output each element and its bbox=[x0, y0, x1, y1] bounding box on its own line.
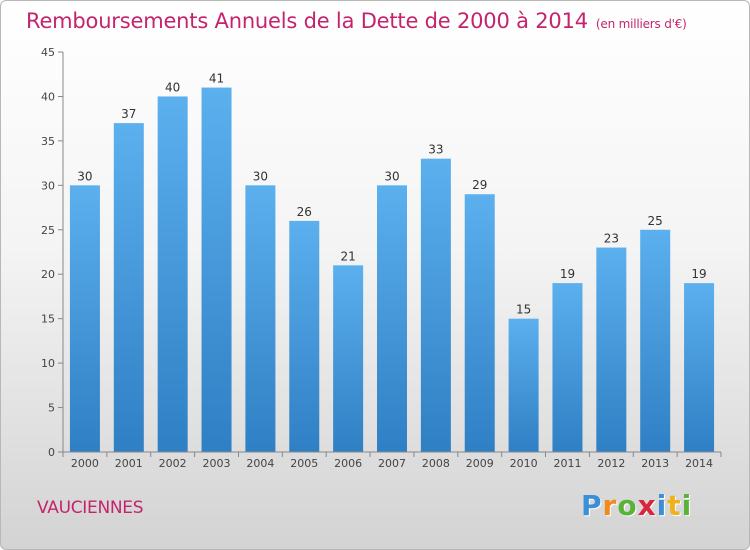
commune-name: VAUCIENNES bbox=[37, 498, 144, 518]
bar-2012 bbox=[596, 247, 627, 452]
bar-2001 bbox=[113, 123, 144, 452]
chart-title: Remboursements Annuels de la Dette de 20… bbox=[26, 9, 687, 33]
bar-2010 bbox=[508, 318, 539, 452]
bar-value-label: 26 bbox=[297, 205, 312, 219]
y-tick-label: 15 bbox=[41, 313, 55, 326]
x-tick-label: 2003 bbox=[203, 457, 231, 470]
bar-2009 bbox=[464, 194, 495, 452]
bar-2000 bbox=[69, 185, 100, 453]
bar-2011 bbox=[552, 283, 583, 452]
bar-value-label: 21 bbox=[340, 249, 355, 263]
x-tick-label: 2010 bbox=[510, 457, 538, 470]
x-tick-label: 2001 bbox=[115, 457, 143, 470]
bars: 30 37 40 41 30 26 21 30 33 29 15 19 23 25 19 bbox=[69, 72, 715, 453]
bar-value-label: 23 bbox=[604, 232, 619, 246]
y-tick-label: 40 bbox=[41, 90, 55, 103]
x-tick-label: 2008 bbox=[422, 457, 450, 470]
bar-2014 bbox=[684, 283, 715, 452]
bar-value-label: 40 bbox=[165, 80, 180, 94]
y-tick-label: 30 bbox=[41, 179, 55, 192]
bar-value-label: 30 bbox=[77, 169, 92, 183]
bar-value-label: 15 bbox=[516, 303, 531, 317]
bar-2004 bbox=[245, 185, 276, 453]
y-tick-label: 5 bbox=[48, 402, 55, 415]
bar-2008 bbox=[420, 158, 451, 452]
y-tick-label: 20 bbox=[41, 268, 55, 281]
bar-value-label: 41 bbox=[209, 72, 224, 86]
bar-2013 bbox=[640, 229, 671, 452]
bar-2002 bbox=[157, 96, 188, 452]
bar-2005 bbox=[289, 220, 320, 452]
y-tick-label: 35 bbox=[41, 135, 55, 148]
x-tick-label: 2011 bbox=[553, 457, 581, 470]
bar-value-label: 30 bbox=[384, 169, 399, 183]
bar-2007 bbox=[377, 185, 407, 453]
x-tick-label: 2014 bbox=[685, 457, 713, 470]
bar-2006 bbox=[333, 265, 364, 452]
x-tick-label: 2002 bbox=[159, 457, 187, 470]
x-tick-label: 2007 bbox=[378, 457, 406, 470]
chart-subtitle: (en milliers d'€) bbox=[595, 17, 687, 31]
y-tick-label: 0 bbox=[48, 446, 55, 459]
x-tick-label: 2006 bbox=[334, 457, 362, 470]
x-tick-label: 2013 bbox=[641, 457, 669, 470]
bar-2003 bbox=[201, 87, 232, 453]
bar-value-label: 33 bbox=[428, 143, 443, 157]
chart-title-text: Remboursements Annuels de la Dette de 20… bbox=[26, 9, 588, 33]
bar-value-label: 29 bbox=[472, 178, 487, 192]
y-tick-label: 45 bbox=[41, 46, 55, 59]
bar-value-label: 19 bbox=[560, 267, 575, 281]
bar-value-label: 25 bbox=[648, 214, 663, 228]
x-tick-label: 2004 bbox=[246, 457, 274, 470]
bar-value-label: 30 bbox=[253, 169, 268, 183]
x-tick-label: 2005 bbox=[290, 457, 318, 470]
proxiti-logo: Proxiti bbox=[581, 489, 693, 522]
bar-value-label: 37 bbox=[121, 107, 136, 121]
x-axis: 2000 2001 2002 2003 2004 2005 2006 2007 2008 2009… bbox=[62, 451, 722, 470]
x-tick-label: 2009 bbox=[466, 457, 494, 470]
y-tick-label: 25 bbox=[41, 224, 55, 237]
y-tick-label: 10 bbox=[41, 357, 55, 370]
y-axis: 0 5 10 15 20 25 30 35 40 45 bbox=[41, 46, 64, 459]
x-tick-label: 2012 bbox=[597, 457, 625, 470]
bar-value-label: 19 bbox=[691, 267, 706, 281]
x-tick-label: 2000 bbox=[71, 457, 99, 470]
